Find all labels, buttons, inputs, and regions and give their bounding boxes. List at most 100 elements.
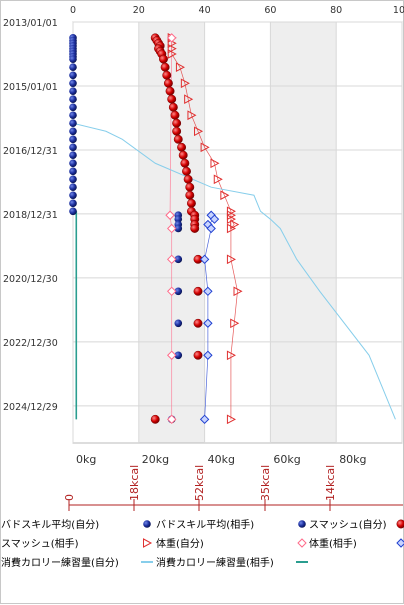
legend-swatch bbox=[143, 520, 151, 528]
series-2-point-21 bbox=[182, 166, 191, 176]
series-2-point-12 bbox=[167, 94, 177, 104]
series-1-point-5 bbox=[174, 287, 183, 296]
bottom-tick-label: 60kg bbox=[273, 453, 300, 466]
series-0-point-9 bbox=[69, 63, 77, 72]
top-tick-label: 60 bbox=[264, 5, 276, 16]
legend-label: 体重(相手) bbox=[309, 537, 357, 550]
series-0-point-20 bbox=[69, 151, 77, 160]
series-3-point-5 bbox=[180, 78, 190, 89]
series-1-point-1 bbox=[174, 215, 183, 223]
series-line-6 bbox=[72, 122, 396, 420]
series-5-point-8 bbox=[199, 414, 210, 425]
date-tick-label: 2016/12/31 bbox=[3, 146, 58, 157]
series-3-point-19 bbox=[233, 286, 243, 297]
series-2-point-14 bbox=[170, 110, 180, 120]
series-0-point-22 bbox=[69, 167, 77, 176]
series-3-point-4 bbox=[175, 62, 185, 73]
series-0-point-8 bbox=[69, 55, 77, 63]
series-0-point-13 bbox=[69, 95, 77, 104]
legend-label: バドスキル平均(相手) bbox=[156, 518, 254, 531]
date-tick-label: 2013/01/01 bbox=[3, 18, 58, 29]
kcal-tick-label: 52kcal bbox=[193, 465, 206, 501]
bottom-tick-label: 20kg bbox=[142, 453, 169, 466]
grid-lines bbox=[72, 21, 403, 444]
legend-label: 体重(自分) bbox=[156, 537, 204, 550]
series-3-point-20 bbox=[230, 318, 240, 329]
series-connector-5 bbox=[204, 215, 215, 420]
bottom-tick-label: 80kg bbox=[339, 453, 366, 466]
series-3-point-18 bbox=[226, 254, 236, 265]
legend-swatch bbox=[298, 520, 306, 528]
bottom-tick-label: 40kg bbox=[208, 453, 235, 466]
series-2-point-11 bbox=[165, 86, 175, 96]
series-0-point-14 bbox=[69, 103, 77, 112]
series-3-point-11 bbox=[213, 174, 223, 185]
series-2-point-23 bbox=[185, 182, 195, 192]
plot-border bbox=[72, 21, 403, 444]
series-3-point-10 bbox=[210, 158, 220, 169]
series-0-point-17 bbox=[69, 127, 77, 136]
series-0-point-23 bbox=[69, 175, 77, 184]
series-3-point-22 bbox=[226, 414, 236, 425]
legend-swatch bbox=[396, 519, 404, 529]
series-2-point-18 bbox=[177, 142, 187, 152]
series-2-point-13 bbox=[168, 102, 178, 112]
series-3-point-2 bbox=[167, 43, 177, 54]
top-tick-label: 20 bbox=[133, 5, 145, 16]
series-2-point-15 bbox=[172, 118, 182, 128]
date-tick-label: 2020/12/30 bbox=[3, 274, 58, 285]
series-2-point-17 bbox=[173, 134, 183, 144]
series-1-point-7 bbox=[174, 351, 183, 360]
series-connector-3 bbox=[171, 37, 238, 420]
series-5-point-6 bbox=[203, 318, 213, 328]
top-tick-label: 80 bbox=[330, 5, 342, 16]
series-3-point-8 bbox=[194, 126, 204, 137]
series-5-point-1 bbox=[209, 214, 220, 224]
legend-swatch bbox=[143, 538, 153, 548]
series-4-point-0 bbox=[166, 33, 177, 43]
series-5-point-4 bbox=[199, 254, 210, 265]
series-4-point-3 bbox=[166, 254, 177, 265]
legend-label: 消費カロリー練習量(相手) bbox=[156, 556, 274, 569]
series-3-point-16 bbox=[230, 219, 240, 230]
series-5-point-3 bbox=[206, 223, 216, 234]
series-2-point-24 bbox=[185, 190, 195, 200]
top-tick-label: 40 bbox=[199, 5, 211, 16]
kcal-tick-label: 0 bbox=[63, 494, 76, 501]
legend-swatch bbox=[297, 538, 307, 548]
series-3-point-3 bbox=[167, 49, 177, 59]
series-2-point-35 bbox=[150, 414, 160, 424]
series-3-point-9 bbox=[200, 142, 210, 153]
series-2-point-25 bbox=[186, 198, 196, 208]
series-4-point-5 bbox=[166, 350, 177, 360]
date-tick-label: 2022/12/30 bbox=[3, 338, 58, 349]
legend-swatch bbox=[396, 538, 404, 548]
series-4-point-1 bbox=[165, 210, 175, 220]
series-2-point-10 bbox=[163, 78, 173, 88]
series-2-point-33 bbox=[193, 318, 203, 328]
series-1-point-3 bbox=[174, 224, 183, 233]
series-0-point-19 bbox=[69, 143, 77, 152]
kcal-tick-label: 35kcal bbox=[259, 465, 272, 501]
series-2-point-16 bbox=[172, 126, 182, 136]
series-0-point-25 bbox=[69, 191, 77, 200]
shaded-band-1 bbox=[270, 22, 337, 443]
date-tick-label: 2015/01/01 bbox=[3, 82, 58, 93]
series-0-point-26 bbox=[69, 199, 77, 208]
series-4-point-6 bbox=[166, 414, 177, 425]
series-0-point-15 bbox=[69, 111, 77, 120]
legend-label: スマッシュ(自分) bbox=[309, 518, 387, 531]
series-0-point-10 bbox=[69, 71, 77, 80]
date-tick-label: 2018/12/31 bbox=[3, 210, 58, 221]
series-5-point-5 bbox=[203, 286, 213, 297]
legend-label: バドスキル平均(自分) bbox=[1, 518, 99, 531]
series-2-point-32 bbox=[193, 286, 203, 296]
series-0-point-11 bbox=[69, 79, 77, 88]
series-0-point-16 bbox=[69, 119, 77, 128]
series-2-point-7 bbox=[159, 54, 168, 64]
series-3-point-6 bbox=[184, 94, 194, 105]
series-2-point-8 bbox=[160, 62, 170, 72]
series-1-point-6 bbox=[174, 319, 183, 328]
series-3-point-17 bbox=[226, 223, 236, 234]
series-0-point-21 bbox=[69, 159, 77, 168]
